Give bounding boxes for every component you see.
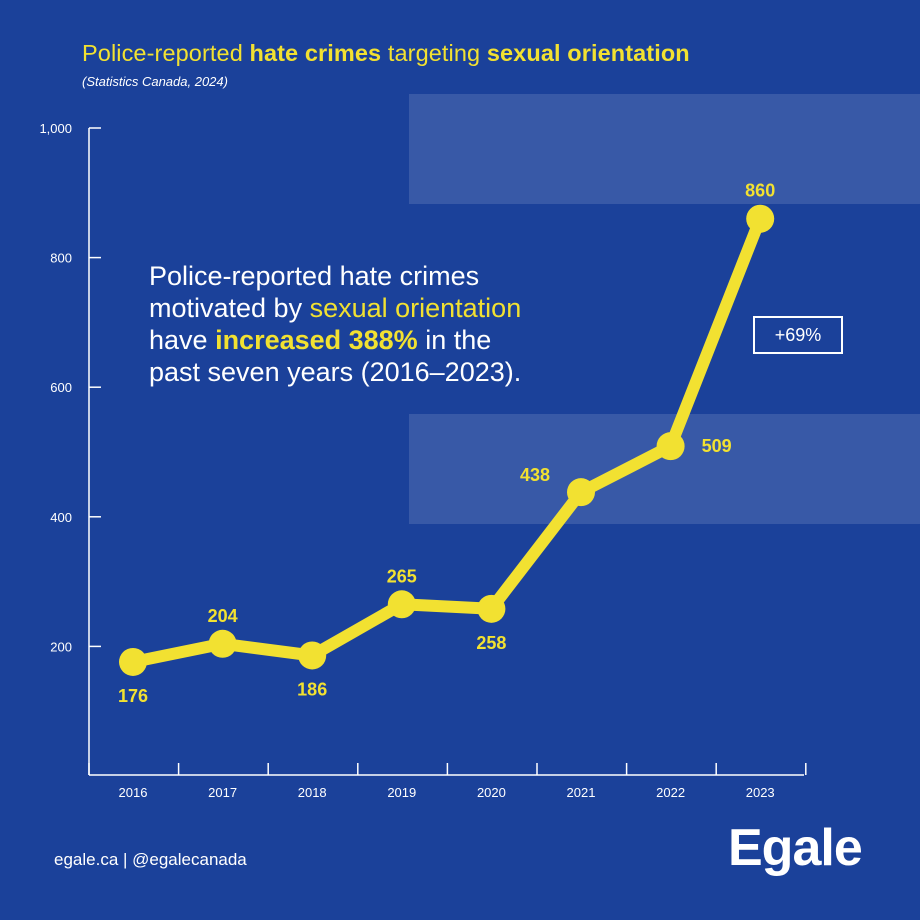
- x-tick-label: 2022: [656, 785, 685, 800]
- x-tick-label: 2019: [387, 785, 416, 800]
- change-badge: +69%: [753, 316, 843, 354]
- data-label: 438: [520, 465, 550, 485]
- data-point: [119, 647, 147, 676]
- callout-line-2-text: motivated by: [149, 293, 310, 323]
- title-bold-1: hate crimes: [249, 40, 382, 66]
- data-point: [477, 594, 506, 623]
- y-tick-label: 200: [50, 639, 72, 654]
- data-point: [298, 641, 327, 670]
- x-tick-label: 2018: [298, 785, 327, 800]
- x-tick-label: 2023: [746, 785, 775, 800]
- data-label: 860: [745, 181, 775, 201]
- callout-text: Police-reported hate crimes motivated by…: [149, 260, 619, 388]
- data-label: 186: [297, 679, 327, 699]
- callout-line-1: Police-reported hate crimes: [149, 261, 480, 291]
- data-label: 509: [702, 436, 732, 456]
- callout-line-3: have increased 388% in the: [149, 324, 619, 356]
- chart-title: Police-reported hate crimes targeting se…: [82, 40, 690, 67]
- x-tick-label: 2016: [119, 785, 148, 800]
- data-label: 176: [118, 686, 148, 706]
- y-tick-label: 600: [50, 380, 72, 395]
- callout-line-2: motivated by sexual orientation: [149, 292, 619, 324]
- highlight-band-middle: [409, 414, 920, 524]
- footer-handles: egale.ca | @egalecanada: [54, 850, 247, 869]
- title-part-2: targeting: [381, 40, 487, 66]
- callout-highlight-increase: increased 388%: [215, 325, 418, 355]
- data-label: 258: [476, 633, 506, 653]
- callout-line-4: past seven years (2016–2023).: [149, 357, 522, 387]
- callout-line-3-text: have: [149, 325, 216, 355]
- egale-logo: Egale: [728, 819, 863, 877]
- x-tick-label: 2020: [477, 785, 506, 800]
- data-point: [387, 590, 416, 619]
- data-label: 265: [387, 566, 417, 586]
- data-label: 204: [208, 606, 238, 626]
- y-tick-label: 1,000: [39, 121, 72, 136]
- y-tick-label: 800: [50, 251, 72, 266]
- chart-subtitle: (Statistics Canada, 2024): [82, 74, 228, 89]
- x-tick-label: 2017: [208, 785, 237, 800]
- series-line: [127, 212, 767, 668]
- x-tick-label: 2021: [567, 785, 596, 800]
- data-point: [208, 629, 237, 658]
- callout-line-3-tail: in the: [417, 325, 492, 355]
- title-part-1: Police-reported: [82, 40, 250, 66]
- highlight-band-top: [409, 94, 920, 204]
- data-point: [746, 204, 775, 233]
- callout-highlight-orientation: sexual orientation: [309, 293, 522, 323]
- title-bold-2: sexual orientation: [486, 40, 690, 66]
- data-point: [656, 432, 685, 461]
- data-point: [567, 478, 595, 507]
- y-tick-label: 400: [50, 510, 72, 525]
